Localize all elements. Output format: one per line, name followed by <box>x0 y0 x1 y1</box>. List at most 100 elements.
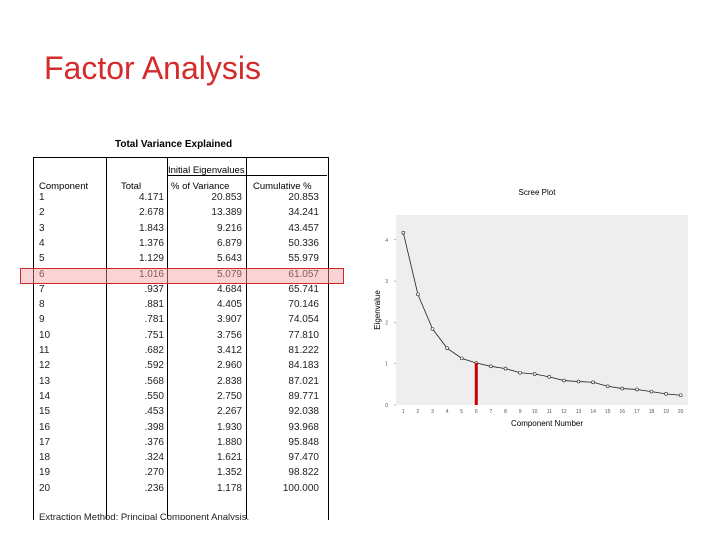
col-header-total: Total <box>121 181 142 192</box>
y-axis-label: Eigenvalue <box>373 290 382 330</box>
variance-value-cell: 2.750 <box>216 390 242 402</box>
variance-value-cell: 4.405 <box>216 299 242 311</box>
eigenvalue-point <box>416 292 420 297</box>
variance-value-cell: .568 <box>144 375 164 387</box>
variance-value-cell: 89.771 <box>288 390 319 402</box>
variance-value-cell: 1.129 <box>138 253 164 265</box>
scree-plot-title: Scree Plot <box>519 188 557 197</box>
eigenvalue-point <box>532 372 537 376</box>
variance-value-cell: .376 <box>144 436 164 448</box>
variance-value-cell: .682 <box>144 345 164 356</box>
variance-value-cell: 93.968 <box>288 421 319 433</box>
variance-value-cell: 34.241 <box>288 207 319 219</box>
variance-value-cell: 95.848 <box>288 436 319 448</box>
eigenvalue-line <box>402 232 681 396</box>
col-header-component: Component <box>39 181 89 192</box>
x-tick-label: 20 <box>678 409 684 415</box>
variance-value-cell: 100.000 <box>282 482 319 494</box>
variance-value-cell: 84.183 <box>288 360 319 372</box>
eigenvalue-points <box>401 230 683 398</box>
eigenvalue-point <box>678 393 683 398</box>
variance-value-cell: 43.457 <box>288 222 319 234</box>
eigenvalue-point <box>401 230 406 235</box>
component-number-cell: 17 <box>39 436 51 448</box>
variance-value-cell: 6.879 <box>216 237 242 249</box>
variance-table-title: Total Variance Explained <box>115 139 233 150</box>
component-number-cell: 3 <box>39 222 45 234</box>
table-divider-1 <box>106 157 107 519</box>
component-number-cell: 1 <box>39 192 45 203</box>
x-tick-label: 5 <box>460 409 463 415</box>
variance-value-cell: 20.853 <box>211 192 242 203</box>
component-6-highlight <box>20 268 344 284</box>
component-number-cell: 16 <box>39 421 51 433</box>
table-footnote: Extraction Method: Principal Component A… <box>39 512 250 520</box>
x-tick-label: 17 <box>634 409 640 415</box>
component-number-cell: 10 <box>39 329 51 341</box>
slide-title: Factor Analysis <box>44 50 261 86</box>
variance-value-cell: 61.057 <box>288 268 319 280</box>
eigenvalue-point <box>649 389 654 394</box>
y-tick-label: 3 <box>385 279 388 285</box>
variance-value-cell: 3.756 <box>216 329 242 341</box>
x-tick-label: 6 <box>475 409 478 415</box>
eigenvalue-point <box>664 392 668 396</box>
eigenvalue-point <box>591 380 595 385</box>
component-number-cell: 18 <box>39 452 51 464</box>
variance-value-cell: .453 <box>144 406 164 418</box>
variance-value-cell: 87.021 <box>288 375 319 387</box>
component-number-cell: 20 <box>39 482 51 494</box>
variance-value-cell: 4.171 <box>138 192 164 203</box>
component-number-cell: 8 <box>39 299 45 311</box>
component-number-cell: 13 <box>39 375 51 387</box>
eigenvalue-point <box>489 364 493 369</box>
x-tick-label: 8 <box>504 409 507 415</box>
x-tick-label: 16 <box>620 409 626 415</box>
eigenvalue-point <box>547 375 552 379</box>
component-number-cell: 14 <box>39 390 51 402</box>
variance-value-cell: 77.810 <box>288 329 319 341</box>
variance-value-cell: 2.838 <box>216 375 242 387</box>
x-tick-label: 18 <box>649 409 655 415</box>
variance-table-panel: Total Variance Explained Initial Eigenva… <box>33 137 329 520</box>
variance-value-cell: 1.178 <box>216 482 242 494</box>
variance-value-cell: 1.880 <box>216 436 242 448</box>
eigenvalue-point <box>576 379 581 384</box>
variance-value-cell: 1.352 <box>216 467 242 479</box>
eigenvalue-point <box>605 384 610 389</box>
component-number-cell: 11 <box>39 345 50 356</box>
x-axis-label: Component Number <box>511 419 583 428</box>
variance-value-cell: 2.267 <box>216 406 242 418</box>
variance-value-cell: 4.684 <box>216 283 242 295</box>
component-number-cell: 12 <box>39 360 51 372</box>
variance-value-cell: 2.960 <box>216 360 242 372</box>
variance-value-cell: 81.222 <box>288 345 319 356</box>
x-axis-ticks: 1 2 3 4 5 6 7 8 9 10 11 12 13 14 15 16 17 18 19 20 <box>402 409 684 415</box>
component-number-cell: 5 <box>39 253 45 265</box>
variance-value-cell: .881 <box>144 299 164 311</box>
variance-value-cell: 98.822 <box>288 467 319 479</box>
x-tick-label: 10 <box>532 409 538 415</box>
variance-value-cell: 70.146 <box>288 299 319 311</box>
variance-value-cell: 3.907 <box>216 314 242 326</box>
plot-area <box>396 215 688 405</box>
col-header-percent: % of Variance <box>171 181 230 192</box>
y-tick-label: 0 <box>385 403 388 409</box>
variance-value-cell: 3.412 <box>216 345 242 356</box>
eigenvalue-point <box>620 386 625 391</box>
variance-value-cell: 1.376 <box>138 237 164 249</box>
variance-value-cell: .550 <box>144 390 164 402</box>
component-number-cell: 9 <box>39 314 45 326</box>
variance-value-cell: .751 <box>144 329 164 341</box>
x-tick-label: 14 <box>590 409 596 415</box>
component-number-cell: 7 <box>39 283 45 295</box>
variance-table-frame <box>33 157 329 520</box>
x-tick-label: 19 <box>663 409 669 415</box>
component-number-cell: 6 <box>39 268 45 280</box>
x-tick-label: 15 <box>605 409 611 415</box>
x-tick-label: 12 <box>561 409 567 415</box>
y-tick-label: 4 <box>385 238 388 244</box>
variance-value-cell: 2.678 <box>138 207 164 219</box>
x-tick-label: 1 <box>402 409 405 415</box>
